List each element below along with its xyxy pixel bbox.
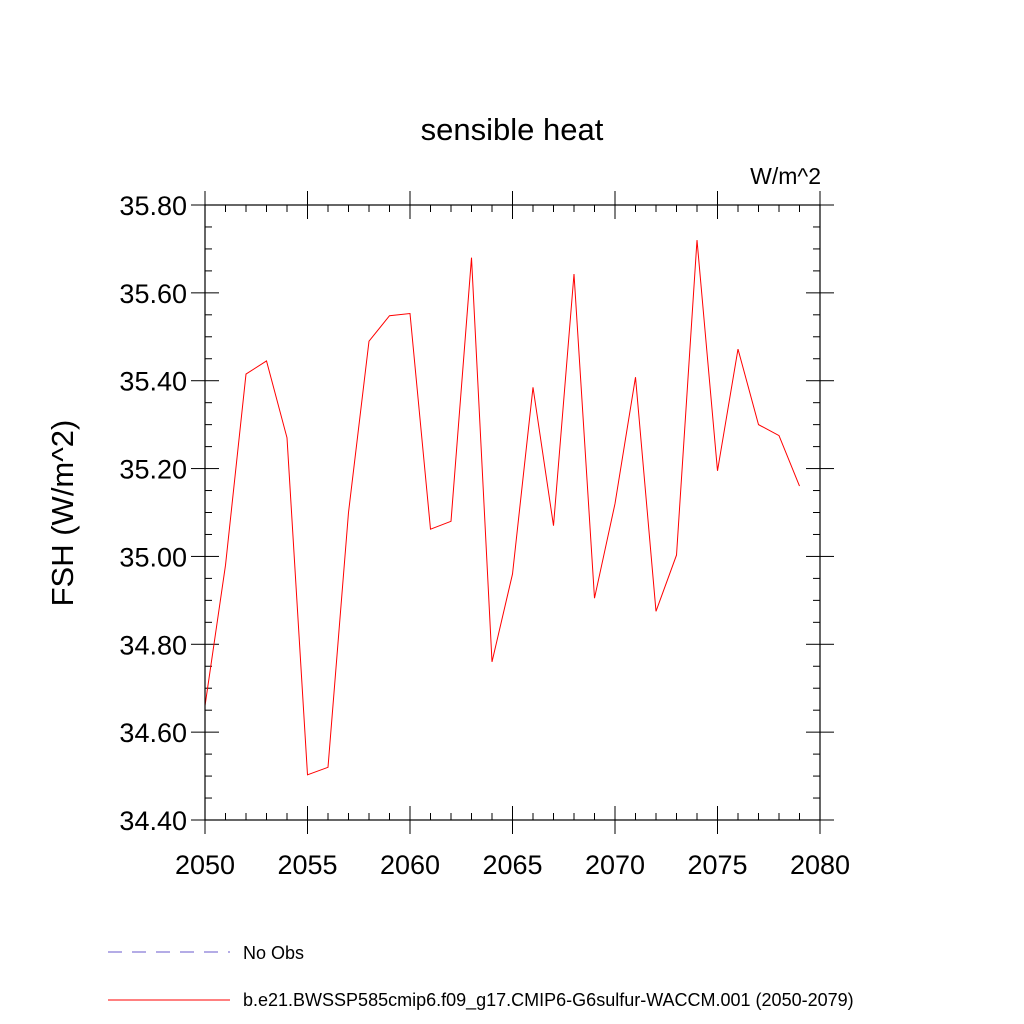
legend: No Obs b.e21.BWSSP585cmip6.f09_g17.CMIP6… bbox=[108, 943, 854, 1011]
y-tick-label: 35.00 bbox=[119, 542, 187, 572]
chart-title: sensible heat bbox=[421, 112, 604, 147]
units-label: W/m^2 bbox=[750, 163, 821, 189]
x-tick-label: 2050 bbox=[175, 850, 235, 880]
y-tick-label: 34.40 bbox=[119, 806, 187, 836]
x-tick-label: 2055 bbox=[277, 850, 337, 880]
series-line bbox=[204, 240, 800, 776]
x-tick-label: 2075 bbox=[687, 850, 747, 880]
x-tick-label: 2080 bbox=[790, 850, 850, 880]
y-tick-label: 34.80 bbox=[119, 630, 187, 660]
plot-frame bbox=[204, 204, 821, 821]
y-axis-label: FSH (W/m^2) bbox=[45, 420, 80, 607]
legend-label-model-run: b.e21.BWSSP585cmip6.f09_g17.CMIP6-G6sulf… bbox=[243, 990, 854, 1011]
y-tick-label: 34.60 bbox=[119, 718, 187, 748]
y-tick-label: 35.80 bbox=[119, 191, 187, 221]
axis-ticks bbox=[191, 191, 834, 834]
x-tick-labels: 2050 2055 2060 2065 2070 2075 2080 bbox=[175, 850, 850, 880]
y-tick-label: 35.20 bbox=[119, 455, 187, 485]
x-tick-label: 2065 bbox=[482, 850, 542, 880]
y-tick-label: 35.60 bbox=[119, 279, 187, 309]
x-tick-label: 2070 bbox=[585, 850, 645, 880]
y-tick-labels: 34.40 34.60 34.80 35.00 35.20 35.40 35.60 35.80 bbox=[119, 191, 187, 836]
series-layer bbox=[204, 240, 800, 776]
x-tick-label: 2060 bbox=[380, 850, 440, 880]
legend-label-no-obs: No Obs bbox=[243, 943, 304, 963]
y-tick-label: 35.40 bbox=[119, 367, 187, 397]
